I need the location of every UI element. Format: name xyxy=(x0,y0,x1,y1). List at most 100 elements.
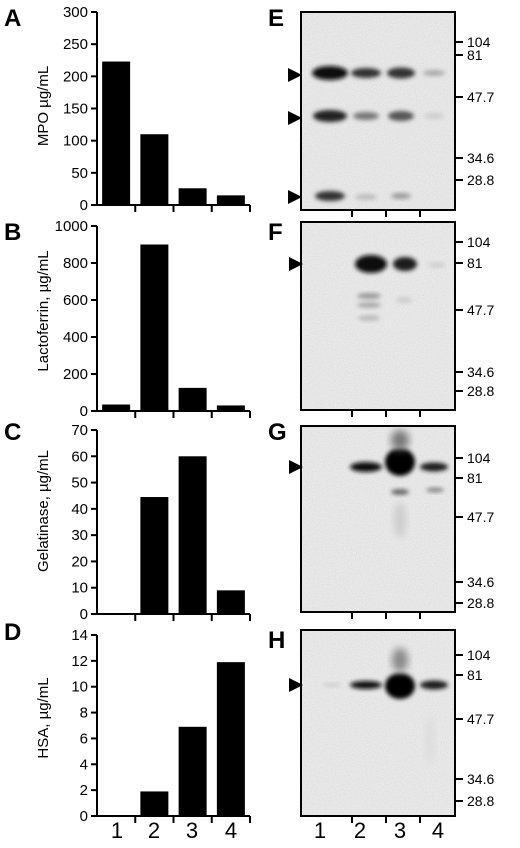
band xyxy=(353,112,379,120)
panel-letter-d: D xyxy=(4,619,21,646)
y-tick-label: 12 xyxy=(71,653,88,670)
mw-marker-label: 34.6 xyxy=(467,574,494,590)
mw-marker-label: 47.7 xyxy=(467,509,494,525)
band xyxy=(423,70,445,76)
mw-marker-label: 104 xyxy=(467,234,491,250)
y-tick-label: 50 xyxy=(71,165,88,182)
band xyxy=(313,110,347,122)
mw-marker-label: 47.7 xyxy=(467,711,494,727)
y-tick-label: 60 xyxy=(71,448,88,465)
mw-marker-label: 28.8 xyxy=(467,793,494,809)
y-tick-label: 50 xyxy=(71,475,88,492)
band xyxy=(357,302,381,308)
bar-lane-labels: 1 2 3 4 xyxy=(111,818,237,843)
band xyxy=(420,462,448,472)
y-tick-label: 4 xyxy=(80,756,88,773)
lane-label: 3 xyxy=(394,818,406,843)
bar-chart-b-marks: 0 200 400 600 800 1000 xyxy=(55,218,251,420)
blot-bands xyxy=(350,430,448,538)
panel-letter-c: C xyxy=(4,419,21,446)
mw-marker-label: 104 xyxy=(467,34,491,50)
blot-h-mw-markers: 104 81 47.7 34.6 28.8 xyxy=(351,647,494,823)
band xyxy=(358,315,380,321)
y-tick-label: 100 xyxy=(63,133,88,150)
y-tick-label: 200 xyxy=(63,366,88,383)
arrowhead-icon xyxy=(289,678,303,692)
mw-marker-label: 104 xyxy=(467,450,491,466)
band xyxy=(428,262,446,268)
panel-letter-a: A xyxy=(4,5,21,32)
band xyxy=(387,67,415,79)
mw-marker-label: 28.8 xyxy=(467,383,494,399)
y-tick-label: 70 xyxy=(71,422,88,439)
y-tick-label: 250 xyxy=(63,36,88,53)
bar xyxy=(216,405,245,411)
band xyxy=(396,297,412,303)
blot-lane-labels: 1 2 3 4 xyxy=(314,818,444,843)
generated-marks: 0501001502002503000200400600800100001020… xyxy=(55,4,495,825)
band xyxy=(315,191,345,201)
y-tick-label: 0 xyxy=(80,403,88,420)
band xyxy=(385,448,415,476)
band xyxy=(424,113,444,119)
mw-marker-label: 47.7 xyxy=(467,89,494,105)
mw-marker-label: 34.6 xyxy=(467,364,494,380)
blot-panel-f: F xyxy=(268,219,456,411)
bar-chart-a: A MPO µg/mL xyxy=(4,5,52,146)
y-axis-label: Gelatinase, µg/mL xyxy=(35,450,52,572)
bar xyxy=(178,188,207,205)
bar xyxy=(216,195,245,205)
y-tick-label: 800 xyxy=(63,255,88,272)
y-tick-label: 6 xyxy=(80,730,88,747)
bar-chart-c: C Gelatinase, µg/mL xyxy=(4,419,52,572)
mw-marker-label: 104 xyxy=(467,647,491,663)
bar-chart-d-marks: 0 2 4 6 8 10 12 14 xyxy=(71,627,251,825)
lane-label: 4 xyxy=(432,818,444,843)
band xyxy=(312,66,348,80)
blot-panel-e: E xyxy=(268,5,456,211)
blot-bands xyxy=(323,648,448,765)
band xyxy=(355,194,377,200)
mw-marker-label: 81 xyxy=(467,470,483,486)
panel-letter-h: H xyxy=(268,627,285,654)
band xyxy=(350,681,382,689)
blot-panel-h: H xyxy=(268,627,456,817)
bar xyxy=(102,61,131,205)
y-tick-label: 14 xyxy=(71,627,88,644)
y-tick-label: 200 xyxy=(63,68,88,85)
panel-letter-b: B xyxy=(4,219,21,246)
y-tick-label: 8 xyxy=(80,705,88,722)
y-tick-label: 600 xyxy=(63,292,88,309)
panel-letter-e: E xyxy=(268,5,284,32)
y-tick-label: 150 xyxy=(63,101,88,118)
blot-texture xyxy=(301,222,455,410)
band xyxy=(351,68,381,78)
bar xyxy=(216,662,245,816)
bar-chart-a-marks: 0 50 100 150 200 250 300 xyxy=(63,4,251,214)
bar xyxy=(178,726,207,816)
band xyxy=(391,193,411,199)
bar-chart-b: B Lactoferrin, µg/mL xyxy=(4,219,52,372)
band xyxy=(385,673,415,699)
bar xyxy=(178,456,207,614)
arrowhead-icon xyxy=(289,257,303,271)
y-tick-label: 10 xyxy=(71,679,88,696)
y-tick-label: 30 xyxy=(71,527,88,544)
arrowhead-icon xyxy=(288,190,302,204)
band xyxy=(426,487,444,493)
lane-label: 1 xyxy=(111,818,123,843)
y-tick-label: 1000 xyxy=(55,218,88,235)
lane-label: 2 xyxy=(354,818,366,843)
band xyxy=(357,293,381,299)
band xyxy=(394,502,406,538)
y-tick-label: 10 xyxy=(71,580,88,597)
arrowhead-icon xyxy=(289,460,303,474)
blot-f-mw-markers: 104 81 47.7 34.6 28.8 xyxy=(351,234,494,417)
bar xyxy=(178,387,207,411)
lane-label: 1 xyxy=(314,818,326,843)
band xyxy=(420,680,448,690)
band xyxy=(323,683,341,687)
blot-panel-g: G xyxy=(268,419,456,613)
mw-marker-label: 81 xyxy=(467,47,483,63)
y-tick-label: 0 xyxy=(80,606,88,623)
